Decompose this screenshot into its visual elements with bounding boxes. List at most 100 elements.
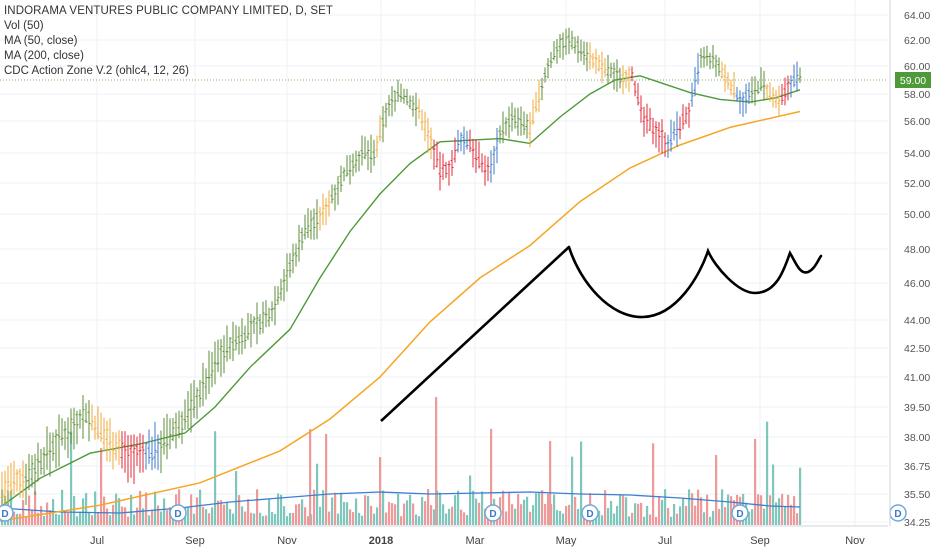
ohlc-bar bbox=[105, 420, 109, 462]
volume-bar bbox=[529, 511, 532, 525]
volume-bar bbox=[40, 506, 43, 525]
ohlc-bar bbox=[753, 76, 757, 106]
volume-bar bbox=[616, 505, 619, 525]
volume-bar bbox=[309, 429, 312, 525]
volume-bar bbox=[754, 438, 757, 525]
volume-bar bbox=[142, 508, 145, 525]
ohlc-bar bbox=[474, 139, 478, 173]
ohlc-bar bbox=[381, 106, 385, 143]
volume-bar bbox=[598, 510, 601, 525]
ohlc-bar bbox=[525, 114, 529, 139]
volume-bar bbox=[766, 421, 769, 525]
legend-ma200[interactable]: MA (200, close) bbox=[4, 50, 84, 62]
volume-bar bbox=[340, 492, 343, 525]
x-tick-label: Jul bbox=[90, 535, 104, 547]
ohlc-bar bbox=[339, 165, 343, 192]
ohlc-bar bbox=[660, 119, 664, 154]
ohlc-bar bbox=[405, 88, 409, 106]
ohlc-bar bbox=[786, 75, 790, 101]
volume-bar bbox=[796, 513, 799, 525]
volume-bar bbox=[256, 489, 259, 525]
ohlc-bar bbox=[756, 80, 760, 95]
ohlc-bar bbox=[783, 77, 787, 106]
ohlc-bar bbox=[648, 107, 652, 131]
time-axis[interactable]: Jul Sep Nov 2018 Mar May Jul Sep Nov bbox=[0, 525, 888, 547]
volume-bar bbox=[688, 489, 691, 525]
ohlc-bar bbox=[99, 412, 103, 443]
volume-bar bbox=[136, 507, 139, 525]
dividend-marker[interactable]: D bbox=[731, 504, 749, 522]
volume-bar bbox=[355, 498, 358, 525]
ohlc-bar bbox=[600, 51, 604, 84]
ohlc-bar bbox=[219, 338, 223, 377]
ohlc-bar bbox=[561, 32, 565, 60]
ohlc-bar bbox=[294, 243, 298, 267]
volume-bar bbox=[700, 497, 703, 525]
ohlc-bar bbox=[21, 460, 25, 499]
ohlc-bar bbox=[186, 391, 190, 430]
ohlc-bar bbox=[228, 337, 232, 360]
volume-bar bbox=[226, 502, 229, 525]
ohlc-bar bbox=[357, 151, 361, 172]
ohlc-bar bbox=[171, 418, 175, 442]
dividend-marker[interactable]: D bbox=[0, 504, 14, 522]
ohlc-bar bbox=[429, 127, 433, 160]
volume-bar bbox=[703, 512, 706, 525]
ohlc-bar bbox=[243, 325, 247, 349]
ohlc-bar bbox=[744, 83, 748, 114]
ohlc-bar bbox=[471, 138, 475, 168]
volume-bar bbox=[520, 504, 523, 525]
ohlc-bar bbox=[729, 79, 733, 96]
ohlc-bar bbox=[114, 432, 118, 461]
volume-bar bbox=[220, 500, 223, 525]
ohlc-bar bbox=[408, 95, 412, 110]
dividend-marker[interactable]: D bbox=[169, 504, 187, 522]
ohlc-bar bbox=[486, 156, 490, 182]
volume-bar bbox=[259, 512, 262, 525]
ohlc-bar bbox=[768, 82, 772, 102]
price-axis[interactable]: 64.00 62.00 60.00 58.00 56.00 54.00 52.00 50.00… bbox=[0, 0, 931, 529]
ohlc-bar bbox=[63, 421, 67, 450]
volume-bar bbox=[154, 491, 157, 525]
volume-bar bbox=[34, 491, 37, 525]
ohlc-bar bbox=[576, 35, 580, 63]
ohlc-bar bbox=[618, 67, 622, 89]
dividend-marker[interactable]: D bbox=[581, 504, 599, 522]
volume-bar bbox=[43, 515, 46, 525]
ohlc-bar bbox=[792, 64, 796, 88]
volume-bar bbox=[751, 509, 754, 525]
dividend-marker[interactable]: D bbox=[484, 504, 502, 522]
ohlc-bar bbox=[423, 111, 427, 142]
ohlc-bar bbox=[546, 57, 550, 79]
volume-bar bbox=[547, 493, 550, 525]
ohlc-bar bbox=[663, 132, 667, 157]
volume-bar bbox=[190, 494, 193, 525]
volume-bar bbox=[328, 511, 331, 525]
volume-bar bbox=[244, 511, 247, 525]
legend-vol[interactable]: Vol (50) bbox=[4, 20, 44, 32]
ohlc-bar bbox=[312, 208, 316, 240]
volume-bar bbox=[49, 510, 52, 525]
ohlc-bar bbox=[630, 66, 634, 82]
ohlc-bar bbox=[417, 98, 421, 119]
volume-bar bbox=[187, 507, 190, 525]
ohlc-bar bbox=[435, 141, 439, 168]
ohlc-bar bbox=[696, 53, 700, 85]
ohlc-bar bbox=[216, 339, 220, 373]
ohlc-bar bbox=[597, 54, 601, 72]
hand-drawn-pattern bbox=[380, 245, 823, 422]
ohlc-bar bbox=[612, 62, 616, 90]
ohlc-bar bbox=[777, 85, 781, 116]
ohlc-bar bbox=[39, 448, 43, 475]
legend-ma50[interactable]: MA (50, close) bbox=[4, 35, 78, 47]
ohlc-bar bbox=[156, 434, 160, 471]
ohlc-bar bbox=[681, 104, 685, 130]
volume-bar bbox=[361, 515, 364, 525]
volume-bar bbox=[334, 492, 337, 525]
legend-cdc[interactable]: CDC Action Zone V.2 (ohlc4, 12, 26) bbox=[4, 65, 189, 77]
volume-bar bbox=[415, 514, 418, 525]
volume-bar bbox=[724, 507, 727, 525]
ohlc-bar bbox=[354, 150, 358, 173]
